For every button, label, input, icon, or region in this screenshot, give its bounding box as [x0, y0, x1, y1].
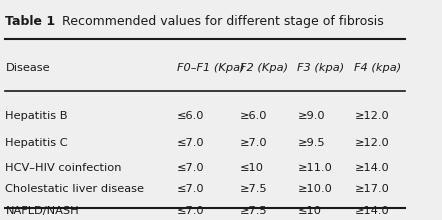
Text: ≥6.0: ≥6.0	[240, 111, 268, 121]
Text: Cholestatic liver disease: Cholestatic liver disease	[5, 184, 145, 194]
Text: ≤10: ≤10	[240, 163, 264, 173]
Text: ≤7.0: ≤7.0	[177, 163, 205, 173]
Text: ≥14.0: ≥14.0	[354, 206, 389, 216]
Text: F4 (kpa): F4 (kpa)	[354, 63, 402, 73]
Text: ≥7.5: ≥7.5	[240, 206, 268, 216]
Text: ≥9.0: ≥9.0	[297, 111, 325, 121]
Text: ≥14.0: ≥14.0	[354, 163, 389, 173]
Text: HCV–HIV coinfection: HCV–HIV coinfection	[5, 163, 122, 173]
Text: ≥9.5: ≥9.5	[297, 138, 325, 148]
Text: Table 1: Table 1	[5, 15, 56, 28]
Text: F3 (kpa): F3 (kpa)	[297, 63, 345, 73]
Text: ≤7.0: ≤7.0	[177, 184, 205, 194]
Text: Hepatitis B: Hepatitis B	[5, 111, 68, 121]
Text: ≥7.5: ≥7.5	[240, 184, 268, 194]
Text: Recommended values for different stage of fibrosis: Recommended values for different stage o…	[53, 15, 383, 28]
Text: ≥12.0: ≥12.0	[354, 138, 389, 148]
Text: NAFLD/NASH: NAFLD/NASH	[5, 206, 79, 216]
Text: Hepatitis C: Hepatitis C	[5, 138, 68, 148]
Text: F0–F1 (Kpa): F0–F1 (Kpa)	[177, 63, 244, 73]
Text: Disease: Disease	[5, 63, 50, 73]
Text: ≥11.0: ≥11.0	[297, 163, 332, 173]
Text: ≥7.0: ≥7.0	[240, 138, 268, 148]
Text: ≤7.0: ≤7.0	[177, 206, 205, 216]
Text: ≥17.0: ≥17.0	[354, 184, 389, 194]
Text: ≥10.0: ≥10.0	[297, 184, 332, 194]
Text: ≤10: ≤10	[297, 206, 321, 216]
Text: ≤7.0: ≤7.0	[177, 138, 205, 148]
Text: ≥12.0: ≥12.0	[354, 111, 389, 121]
Text: F2 (Kpa): F2 (Kpa)	[240, 63, 288, 73]
Text: ≤6.0: ≤6.0	[177, 111, 204, 121]
